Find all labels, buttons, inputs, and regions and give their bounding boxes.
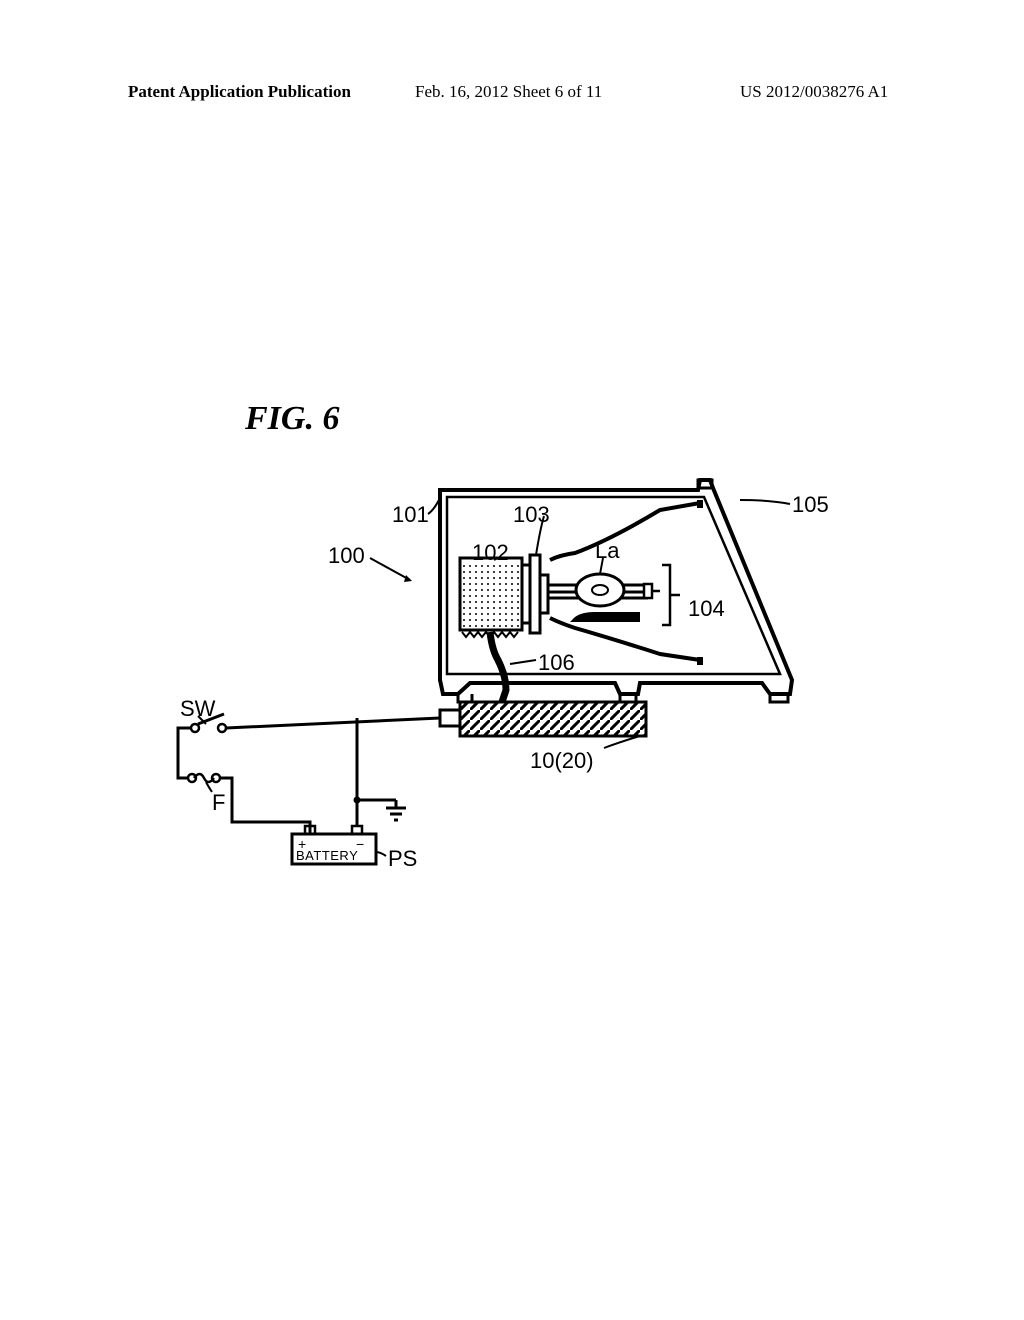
label-f: F — [212, 790, 225, 816]
label-ps: PS — [388, 846, 417, 872]
figure-6: FIG. 6 — [0, 0, 1024, 1320]
label-1020: 10(20) — [530, 748, 594, 774]
label-sw: SW — [180, 696, 215, 722]
label-101: 101 — [392, 502, 429, 528]
label-103: 103 — [513, 502, 550, 528]
label-105: 105 — [792, 492, 829, 518]
label-100: 100 — [328, 543, 365, 569]
label-la: La — [595, 538, 619, 564]
leader-lines — [0, 0, 1024, 1320]
label-battery: BATTERY — [296, 848, 358, 863]
label-102: 102 — [472, 540, 509, 566]
label-106: 106 — [538, 650, 575, 676]
label-104: 104 — [688, 596, 725, 622]
